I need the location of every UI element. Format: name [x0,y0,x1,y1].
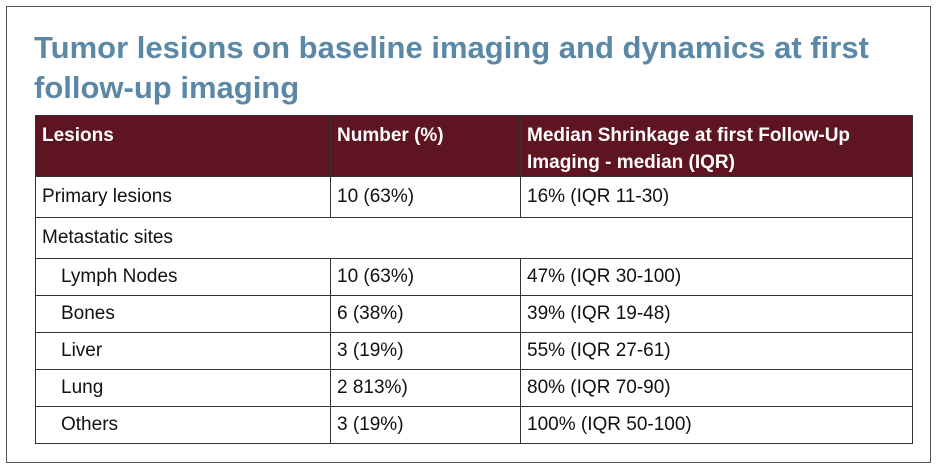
title: Tumor lesions on baseline imaging and dy… [34,30,869,105]
table-cell: 47% (IQR 30-100) [520,258,913,296]
table-cell: Primary lesions [35,176,331,218]
table-cell: Liver [35,332,331,370]
table-cell: 10 (63%) [330,258,521,296]
table-cell: Bones [35,295,331,333]
table-row: Primary lesions 10 (63%) 16% (IQR 11-30) [35,176,913,218]
header-row: Lesions Number (%) Median Shrinkage at f… [35,115,913,177]
table-cell: 55% (IQR 27-61) [520,332,913,370]
table-cell: 80% (IQR 70-90) [520,369,913,407]
table-row: Lung 2 813%) 80% (IQR 70-90) [35,369,913,407]
header-cell: Lesions [35,115,331,177]
table-cell: 39% (IQR 19-48) [520,295,913,333]
table-cell: 2 813%) [330,369,521,407]
frame [6,6,931,463]
table-cell: 3 (19%) [330,332,521,370]
table-row: Others 3 (19%) 100% (IQR 50-100) [35,406,913,444]
table-cell: Lung [35,369,331,407]
table-cell: 16% (IQR 11-30) [520,176,913,218]
table-cell: 3 (19%) [330,406,521,444]
table-cell: 6 (38%) [330,295,521,333]
table-row: Lymph Nodes 10 (63%) 47% (IQR 30-100) [35,258,913,296]
table-row: Metastatic sites [35,217,913,259]
header-cell: Median Shrinkage at first Follow-Up Imag… [520,115,913,177]
lesions-table: Lesions Number (%) Median Shrinkage at f… [35,115,913,444]
table-cell: 10 (63%) [330,176,521,218]
table-cell: Metastatic sites [35,217,913,259]
table-row: Bones 6 (38%) 39% (IQR 19-48) [35,295,913,333]
table-cell: Lymph Nodes [35,258,331,296]
header-cell: Number (%) [330,115,521,177]
table-cell: Others [35,406,331,444]
table-row: Liver 3 (19%) 55% (IQR 27-61) [35,332,913,370]
table-cell: 100% (IQR 50-100) [520,406,913,444]
